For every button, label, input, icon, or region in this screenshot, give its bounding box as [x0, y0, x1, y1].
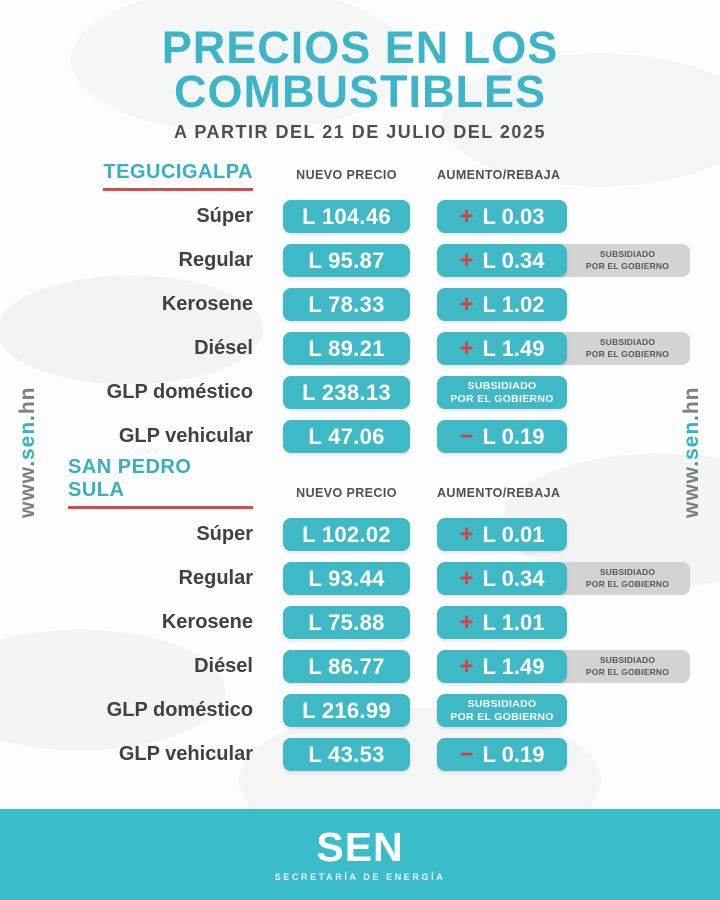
plus-icon: + — [459, 290, 474, 318]
poster-header: PRECIOS EN LOS COMBUSTIBLES A PARTIR DEL… — [0, 0, 720, 143]
change-value: L 0.34 — [482, 565, 545, 591]
fuel-label: Kerosene — [161, 611, 253, 634]
change-badge: − L 0.19 — [437, 738, 567, 772]
price-badge: L 104.46 — [283, 200, 410, 234]
page-title-line2: COMBUSTIBLES — [174, 65, 546, 117]
table-row: GLP doméstico L 216.99 SUBSIDIADO POR EL… — [68, 694, 720, 728]
change-value: L 1.49 — [482, 653, 545, 679]
price-badge: L 47.06 — [283, 420, 410, 454]
change-value: L 1.01 — [482, 609, 545, 635]
fuel-label: Súper — [196, 205, 253, 228]
change-value: L 0.34 — [482, 247, 545, 273]
column-header-nuevo-precio: NUEVO PRECIO — [296, 168, 397, 183]
change-value: L 0.19 — [482, 423, 545, 449]
change-badge: − L 0.19 — [437, 420, 567, 454]
change-badge: + L 0.34 — [437, 562, 567, 596]
subsidy-badge: SUBSIDIADO POR EL GOBIERNO — [437, 694, 567, 728]
plus-icon: + — [459, 202, 474, 230]
fuel-label: GLP doméstico — [106, 381, 253, 404]
price-badge: L 95.87 — [283, 244, 410, 278]
plus-icon: + — [459, 564, 474, 592]
fuel-label: Kerosene — [161, 293, 253, 316]
fuel-label: GLP vehicular — [118, 743, 253, 766]
plus-icon: + — [459, 246, 474, 274]
subsidy-tag: SUBSIDIADO POR EL GOBIERNO — [551, 244, 690, 278]
fuel-label: GLP doméstico — [106, 699, 253, 722]
section-header-san-pedro-sula: SAN PEDRO SULA — [68, 456, 253, 510]
change-badge: + L 1.01 — [437, 606, 567, 640]
table-row: GLP doméstico L 238.13 SUBSIDIADO POR EL… — [68, 376, 720, 410]
section-san-pedro-sula: SAN PEDRO SULA NUEVO PRECIO AUMENTO/REBA… — [68, 456, 720, 772]
table-row: Diésel L 89.21 + L 1.49 SUBSIDIADO POR E… — [68, 332, 720, 366]
price-badge: L 78.33 — [283, 288, 410, 322]
page-title: PRECIOS EN LOS COMBUSTIBLES — [0, 22, 720, 117]
change-badge: + L 0.34 — [437, 244, 567, 278]
plus-icon: + — [459, 334, 474, 362]
fuel-label: GLP vehicular — [118, 425, 253, 448]
footer: SEN SECRETARÍA DE ENERGÍA — [0, 809, 720, 900]
change-badge: + L 0.01 — [437, 518, 567, 552]
column-header-aumento-rebaja: AUMENTO/REBAJA — [437, 168, 561, 183]
section-header-tegucigalpa: TEGUCIGALPA — [103, 161, 253, 192]
table-row: GLP vehicular L 43.53 − L 0.19 — [68, 738, 720, 772]
section-header-row: TEGUCIGALPA NUEVO PRECIO AUMENTO/REBAJA — [68, 157, 720, 192]
fuel-label: Súper — [196, 523, 253, 546]
change-value: L 0.19 — [482, 741, 545, 767]
subsidy-tag: SUBSIDIADO POR EL GOBIERNO — [551, 650, 690, 684]
price-badge: L 86.77 — [283, 650, 410, 684]
change-value: L 1.49 — [482, 335, 545, 361]
table-row: Súper L 104.46 + L 0.03 — [68, 200, 720, 234]
sen-logo: SEN — [316, 824, 404, 870]
page-title-line1: PRECIOS EN LOS — [161, 22, 559, 73]
table-row: Kerosene L 75.88 + L 1.01 — [68, 606, 720, 640]
subsidy-tag: SUBSIDIADO POR EL GOBIERNO — [551, 332, 690, 366]
price-badge: L 216.99 — [283, 694, 410, 728]
plus-icon: + — [459, 652, 474, 680]
page-subtitle: A PARTIR DEL 21 DE JULIO DEL 2025 — [174, 122, 546, 143]
change-value: L 1.02 — [482, 291, 545, 317]
fuel-label: Diésel — [194, 655, 253, 678]
fuel-label: Diésel — [194, 337, 253, 360]
price-badge: L 93.44 — [283, 562, 410, 596]
price-badge: L 89.21 — [283, 332, 410, 366]
change-badge: + L 0.03 — [437, 200, 567, 234]
price-badge: L 75.88 — [283, 606, 410, 640]
column-header-nuevo-precio: NUEVO PRECIO — [296, 486, 397, 501]
change-badge: + L 1.49 — [437, 332, 567, 366]
minus-icon: − — [459, 422, 474, 450]
table-row: Kerosene L 78.33 + L 1.02 — [68, 288, 720, 322]
fuel-label: Regular — [178, 567, 253, 590]
change-badge: + L 1.02 — [437, 288, 567, 322]
table-row: Súper L 102.02 + L 0.01 — [68, 518, 720, 552]
subsidy-tag: SUBSIDIADO POR EL GOBIERNO — [551, 562, 690, 596]
minus-icon: − — [459, 740, 474, 768]
price-badge: L 102.02 — [283, 518, 410, 552]
table-row: Regular L 93.44 + L 0.34 SUBSIDIADO POR … — [68, 562, 720, 596]
price-badge: L 43.53 — [283, 738, 410, 772]
change-value: L 0.01 — [482, 521, 545, 547]
sen-tagline: SECRETARÍA DE ENERGÍA — [274, 872, 446, 882]
subsidy-badge: SUBSIDIADO POR EL GOBIERNO — [437, 376, 567, 410]
change-value: L 0.03 — [482, 203, 545, 229]
change-badge: + L 1.49 — [437, 650, 567, 684]
table-row: GLP vehicular L 47.06 − L 0.19 — [68, 420, 720, 454]
price-badge: L 238.13 — [283, 376, 410, 410]
section-header-row: SAN PEDRO SULA NUEVO PRECIO AUMENTO/REBA… — [68, 456, 720, 510]
column-header-aumento-rebaja: AUMENTO/REBAJA — [437, 486, 561, 501]
plus-icon: + — [459, 520, 474, 548]
section-tegucigalpa: TEGUCIGALPA NUEVO PRECIO AUMENTO/REBAJA … — [68, 157, 720, 454]
price-table: TEGUCIGALPA NUEVO PRECIO AUMENTO/REBAJA … — [0, 157, 720, 772]
table-row: Diésel L 86.77 + L 1.49 SUBSIDIADO POR E… — [68, 650, 720, 684]
table-row: Regular L 95.87 + L 0.34 SUBSIDIADO POR … — [68, 244, 720, 278]
plus-icon: + — [459, 608, 474, 636]
fuel-label: Regular — [178, 249, 253, 272]
